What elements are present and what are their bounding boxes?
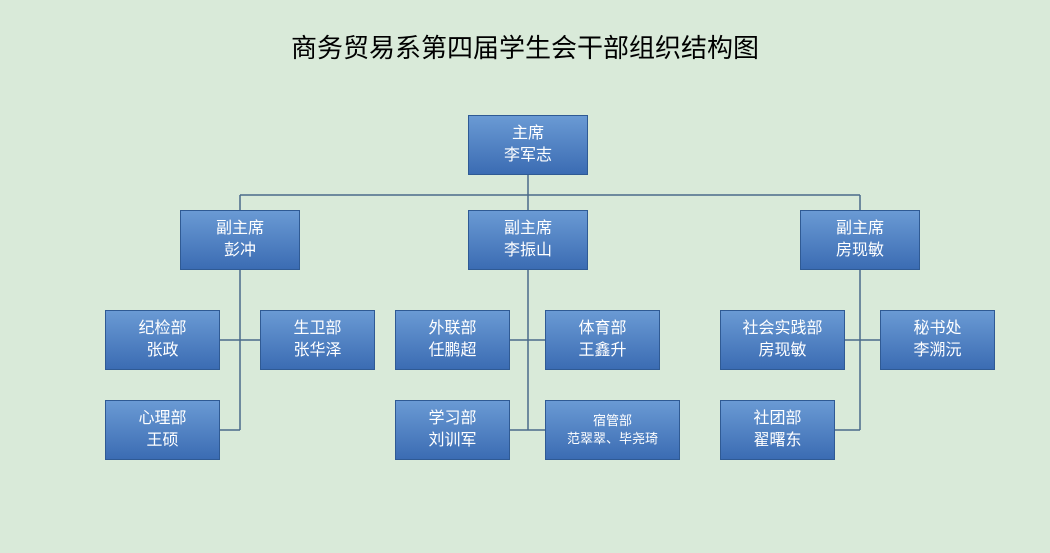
node-role: 心理部 [138,408,186,430]
connector-lines [0,0,1050,553]
org-node-d9: 秘书处李溯沅 [880,310,995,370]
org-node-d1: 纪检部张政 [105,310,220,370]
chart-title: 商务贸易系第四届学生会干部组织结构图 [0,28,1050,65]
org-node-vp1: 副主席彭冲 [180,210,300,270]
node-role: 社会实践部 [742,318,822,340]
org-node-d5: 体育部王鑫升 [545,310,660,370]
node-name: 房现敏 [836,240,884,262]
org-node-d10: 社团部翟曙东 [720,400,835,460]
org-node-d3: 心理部王硕 [105,400,220,460]
node-role: 宿管部 [593,412,632,430]
node-role: 秘书处 [913,318,961,340]
node-name: 翟曙东 [753,430,801,452]
node-role: 副主席 [216,218,264,240]
node-name: 范翠翠、毕尧琦 [567,430,658,448]
org-node-d7: 宿管部范翠翠、毕尧琦 [545,400,680,460]
node-name: 房现敏 [758,340,806,362]
node-name: 彭冲 [224,240,256,262]
node-role: 主席 [512,123,544,145]
node-name: 李溯沅 [913,340,961,362]
node-name: 任鹏超 [428,340,476,362]
node-name: 王鑫升 [578,340,626,362]
node-role: 外联部 [428,318,476,340]
org-node-d6: 学习部刘训军 [395,400,510,460]
node-name: 张华泽 [293,340,341,362]
org-node-d4: 外联部任鹏超 [395,310,510,370]
node-role: 社团部 [753,408,801,430]
org-node-vp2: 副主席李振山 [468,210,588,270]
node-name: 李军志 [504,145,552,167]
node-role: 生卫部 [293,318,341,340]
node-name: 刘训军 [428,430,476,452]
org-node-d2: 生卫部张华泽 [260,310,375,370]
org-node-d8: 社会实践部房现敏 [720,310,845,370]
node-role: 体育部 [578,318,626,340]
node-name: 张政 [146,340,178,362]
node-name: 王硕 [146,430,178,452]
node-role: 学习部 [428,408,476,430]
node-role: 纪检部 [138,318,186,340]
node-role: 副主席 [504,218,552,240]
org-node-chair: 主席李军志 [468,115,588,175]
node-name: 李振山 [504,240,552,262]
node-role: 副主席 [836,218,884,240]
org-node-vp3: 副主席房现敏 [800,210,920,270]
